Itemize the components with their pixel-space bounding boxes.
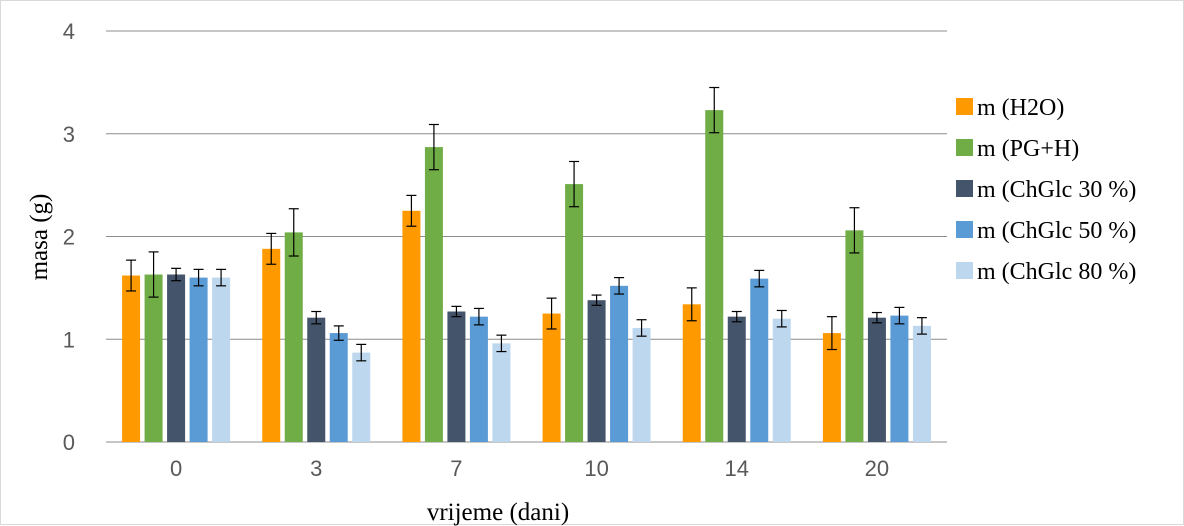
error-bar [266,232,277,265]
error-bar [311,310,322,325]
legend-swatch [956,139,973,156]
legend-label: m (PG+H) [977,136,1079,162]
bar [890,315,909,442]
bar [329,333,348,442]
y-tick-label: 1 [63,327,75,352]
error-bar [126,259,137,292]
error-bar [451,305,462,318]
legend-item: m (PG+H) [956,136,1079,162]
error-bar [731,310,742,323]
x-tick-label: 20 [865,456,889,481]
bar [632,327,651,442]
bar [167,274,186,442]
bar [587,300,606,442]
x-axis-title: vrijeme (dani) [427,499,569,526]
bar [727,316,746,442]
error-bar [356,343,367,362]
error-bar [894,306,905,325]
legend-label: m (ChGlc 30 %) [977,177,1136,203]
legend-item: m (ChGlc 50 %) [956,218,1136,244]
error-bar [569,160,580,208]
bar [352,352,371,442]
legend-item: m (ChGlc 80 %) [956,259,1136,285]
error-bar [288,208,299,257]
bar [867,317,886,442]
error-bar [171,267,182,282]
error-bar [849,207,860,254]
bar [772,318,791,442]
bar [750,278,769,442]
bar [610,285,629,442]
legend-item: m (H2O) [956,95,1064,121]
bar [565,184,584,442]
bar [424,147,443,443]
bar [212,277,231,442]
error-bar [871,311,882,324]
error-bar [193,268,204,287]
legend-label: m (H2O) [977,95,1064,121]
error-bar [216,268,227,287]
bar [912,325,931,442]
y-axis-title: masa (g) [26,194,53,281]
bar [682,304,701,442]
bar [822,333,841,442]
error-bar [826,316,837,351]
legend-swatch [956,180,973,197]
error-bar [754,269,765,288]
x-axis-tick-labels: 0 3 7 10 14 20 [170,456,889,481]
bar [122,275,141,442]
legend-swatch [956,98,973,115]
legend-swatch [956,221,973,238]
x-tick-label: 3 [310,456,322,481]
x-tick-label: 0 [170,456,182,481]
bar [705,110,724,443]
legend-label: m (ChGlc 50 %) [977,218,1136,244]
bar [542,313,561,442]
bar [284,232,303,442]
error-bar [916,317,927,335]
bars [122,110,931,443]
bar [307,317,326,442]
bar [262,248,281,442]
error-bar [473,307,484,326]
y-axis-tick-labels: 0 1 2 3 4 [63,19,75,455]
error-bar [614,277,625,295]
gridlines [106,30,947,443]
error-bar [406,194,417,227]
error-bar [546,297,557,330]
x-tick-label: 14 [725,456,749,481]
y-tick-label: 2 [63,225,75,250]
bar [469,316,488,442]
bar [492,343,511,442]
error-bar [148,251,159,298]
legend-swatch [956,262,973,279]
error-bar [776,309,787,328]
legend-label: m (ChGlc 80 %) [977,259,1136,285]
error-bar [333,325,344,341]
error-bar [591,294,602,306]
x-tick-label: 10 [584,456,608,481]
error-bar [428,123,439,171]
y-tick-label: 4 [63,19,75,44]
bar [402,210,421,442]
legend: m (H2O) m (PG+H) m (ChGlc 30 %) m (ChGlc 50… [956,95,1136,285]
error-bar [496,334,507,353]
error-bar [636,319,647,337]
legend-item: m (ChGlc 30 %) [956,177,1136,203]
bar [144,274,163,442]
bar [189,277,208,442]
x-tick-label: 7 [450,456,462,481]
bar [447,311,466,442]
y-tick-label: 3 [63,122,75,147]
y-tick-label: 0 [63,430,75,455]
error-bars [126,86,927,362]
error-bar [686,287,697,322]
error-bar [709,86,720,134]
bar [845,230,864,442]
